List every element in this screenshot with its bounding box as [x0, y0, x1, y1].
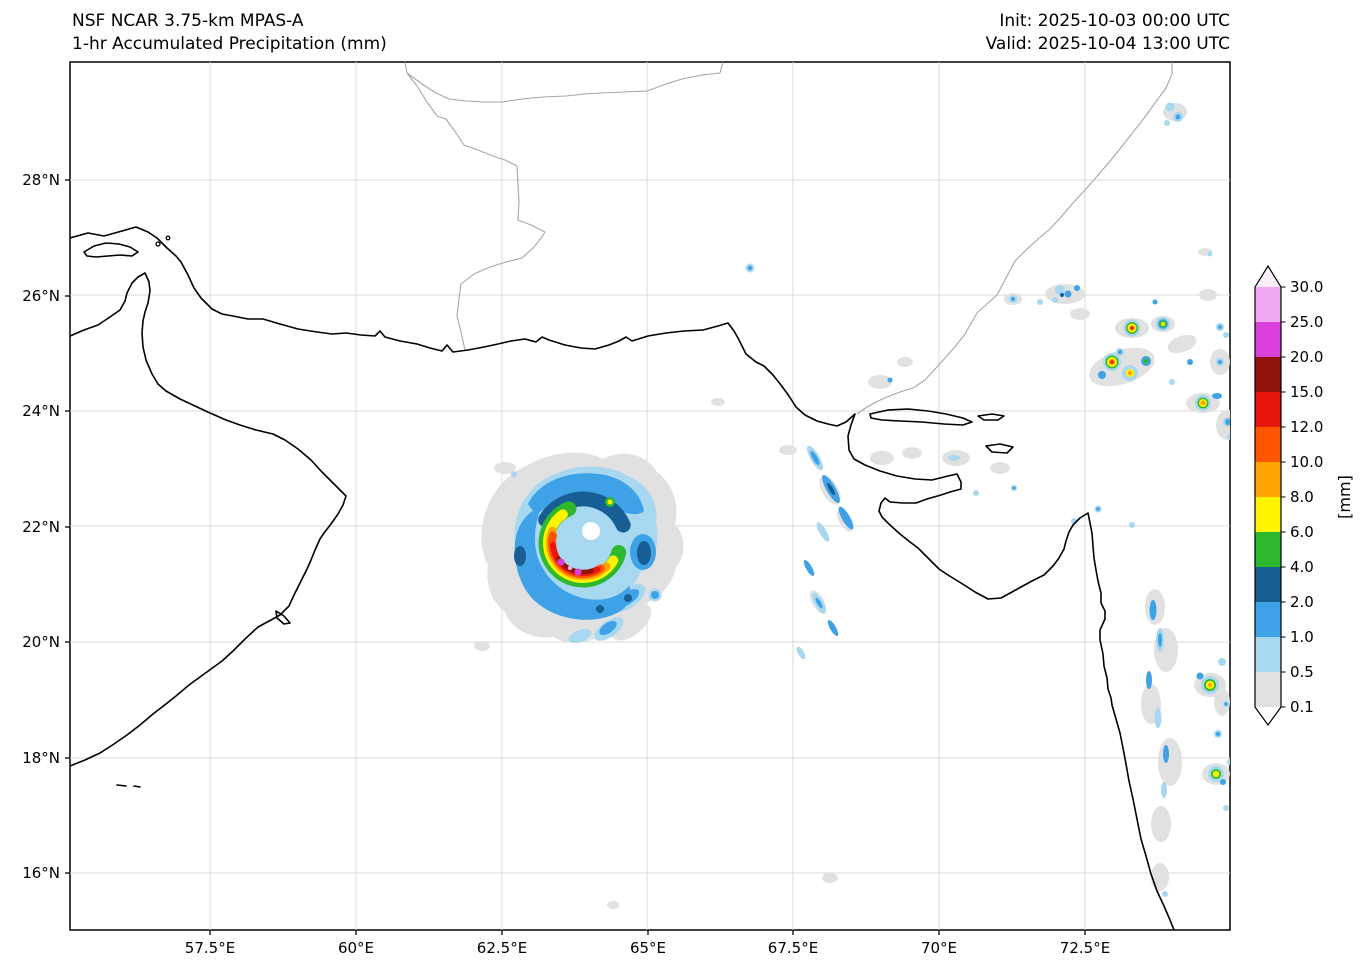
colorbar-tick-label: 0.5: [1290, 663, 1314, 681]
colorbar-tick-label: 15.0: [1290, 383, 1324, 401]
pakistan-afghanistan-border: [406, 62, 724, 103]
colorbar-tick-label: 12.0: [1290, 418, 1324, 436]
x-tick-label: 60°E: [337, 939, 375, 957]
colorbar-tick-label: 0.1: [1290, 698, 1314, 716]
india-pakistan-border: [856, 62, 1173, 415]
country-borders: [404, 62, 1173, 415]
colorbar-tick-label: 25.0: [1290, 313, 1324, 331]
coastlines: [70, 226, 1175, 930]
oman-coastline: [70, 272, 347, 767]
colorbar-tick-label: 8.0: [1290, 488, 1314, 506]
y-tick-label: 28°N: [22, 171, 60, 189]
hormuz-islet: [155, 241, 161, 247]
y-tick-label: 20°N: [22, 633, 60, 651]
qeshm-island: [83, 242, 139, 258]
y-tick-label: 22°N: [22, 518, 60, 536]
scattered-precipitation-northeast: [1004, 102, 1230, 440]
rann-of-kutch: [869, 408, 973, 426]
valid-time-label: Valid: 2025-10-04 13:00 UTC: [985, 34, 1230, 54]
iran-pakistan-india-coastline: [70, 226, 1175, 930]
y-tick-label: 24°N: [22, 402, 60, 420]
colorbar-under-arrow: [1255, 707, 1281, 725]
y-tick-label: 18°N: [22, 749, 60, 767]
colorbar-tick-label: 30.0: [1290, 278, 1324, 296]
axis-ticks: [65, 179, 1086, 935]
cyclone-precipitation: [474, 398, 725, 651]
y-tick-label: 16°N: [22, 864, 60, 882]
hormuz-islet: [165, 235, 171, 241]
colorbar-tick-label: 6.0: [1290, 523, 1314, 541]
colorbar-tick-label: 10.0: [1290, 453, 1324, 471]
scattered-precipitation-arabian-sea: [607, 263, 1135, 909]
masirah-island: [275, 610, 291, 625]
colorbar-tick-label: 1.0: [1290, 628, 1314, 646]
precipitation-field: [474, 102, 1230, 909]
iran-pakistan-border: [404, 62, 546, 351]
little-rann: [985, 443, 1014, 454]
x-tick-label: 72.5°E: [1059, 939, 1111, 957]
colorbar-over-arrow: [1255, 266, 1281, 287]
product-title: 1-hr Accumulated Precipitation (mm): [72, 34, 387, 54]
colorbar-units-label: [mm]: [1335, 475, 1354, 519]
scattered-precipitation-west-coast: [1141, 589, 1230, 897]
model-title: NSF NCAR 3.75-km MPAS-A: [72, 11, 304, 31]
y-tick-label: 26°N: [22, 287, 60, 305]
colorbar-tick-label: 2.0: [1290, 593, 1314, 611]
x-tick-label: 62.5°E: [476, 939, 528, 957]
colorbar-ticks: [1281, 286, 1286, 708]
colorbar-tick-label: 20.0: [1290, 348, 1324, 366]
colorbar-tick-label: 4.0: [1290, 558, 1314, 576]
kuria-muria-islands: [116, 784, 141, 788]
x-tick-label: 67.5°E: [767, 939, 819, 957]
init-time-label: Init: 2025-10-03 00:00 UTC: [999, 11, 1230, 31]
x-tick-label: 57.5°E: [184, 939, 236, 957]
x-tick-label: 65°E: [629, 939, 667, 957]
colorbar: [1254, 264, 1286, 727]
rann-of-kutch-east: [977, 413, 1005, 421]
x-tick-label: 70°E: [920, 939, 958, 957]
